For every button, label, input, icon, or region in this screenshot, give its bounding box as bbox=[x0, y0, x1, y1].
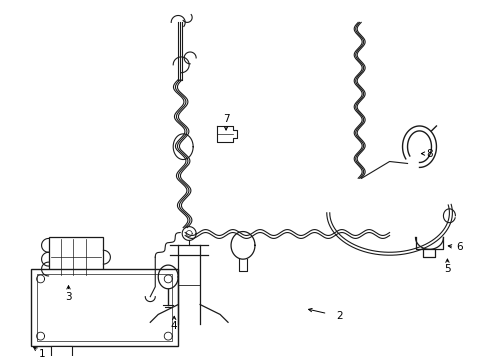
Text: 3: 3 bbox=[65, 292, 72, 302]
Bar bbox=[49, 238, 103, 277]
Text: 8: 8 bbox=[426, 149, 433, 159]
Bar bbox=[30, 269, 178, 346]
Text: 5: 5 bbox=[444, 264, 451, 274]
Bar bbox=[50, 346, 73, 358]
Bar bbox=[37, 274, 172, 341]
Text: 4: 4 bbox=[171, 321, 177, 331]
Text: 6: 6 bbox=[456, 242, 463, 252]
Text: 2: 2 bbox=[337, 311, 343, 321]
Text: 1: 1 bbox=[39, 349, 46, 359]
Text: 7: 7 bbox=[223, 114, 229, 124]
